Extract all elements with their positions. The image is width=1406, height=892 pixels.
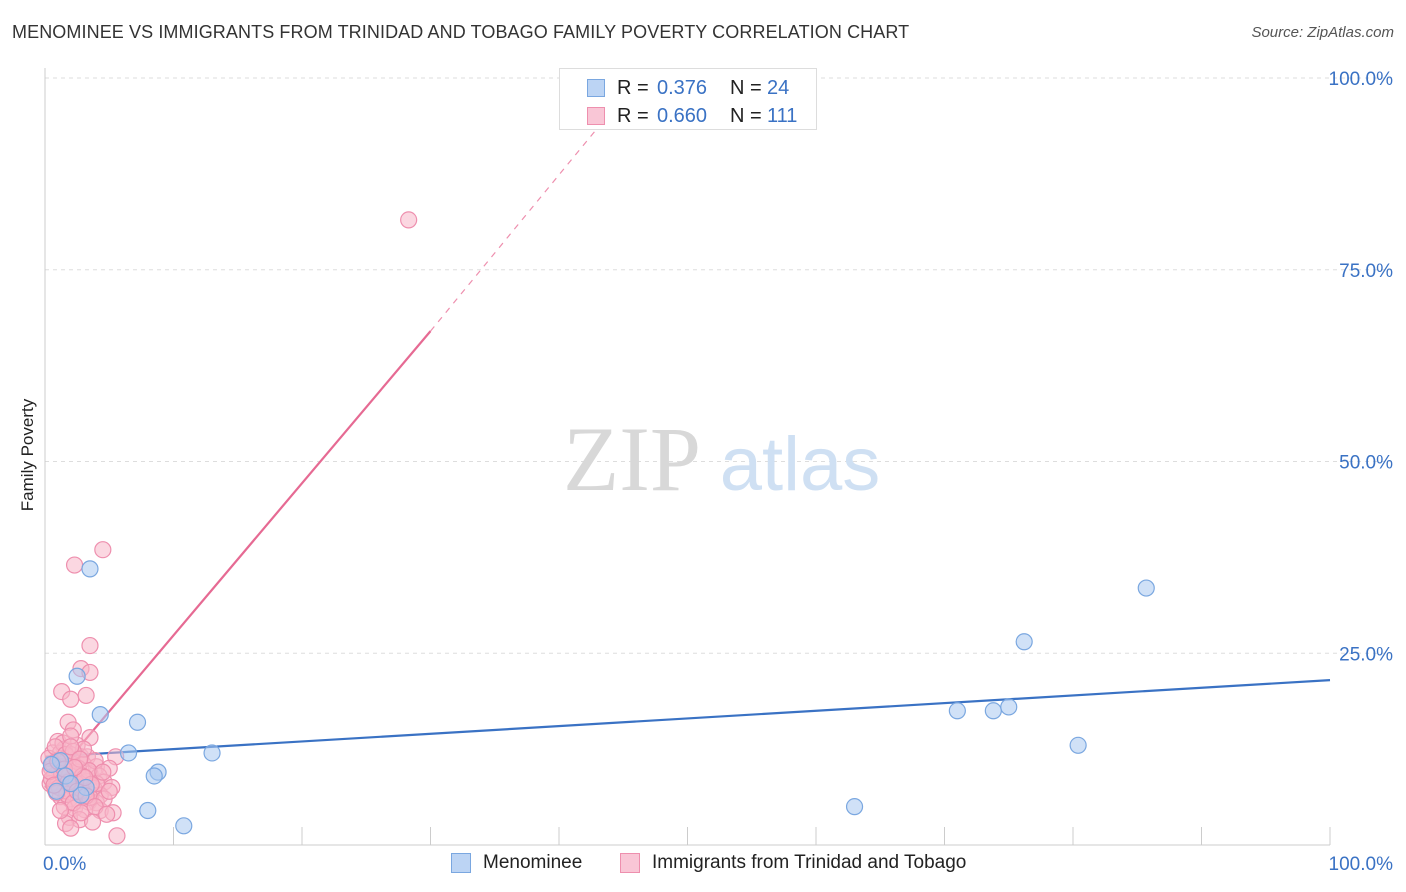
points-layer — [40, 211, 1155, 845]
menominee-point — [42, 755, 61, 774]
trinidad-trend-line — [44, 330, 432, 789]
menominee-point — [1137, 579, 1155, 597]
grid-layer — [45, 77, 1392, 654]
menominee-point — [139, 801, 157, 820]
bottom-legend-swatch-pink — [620, 853, 640, 873]
watermark-atlas: atlas — [720, 422, 881, 507]
menominee-point — [81, 560, 99, 578]
bottom-legend-label: Immigrants from Trinidad and Tobago — [652, 852, 967, 873]
menominee-point — [47, 782, 66, 800]
y-tick-label: 50.0% — [1339, 453, 1393, 474]
source-credit: Source: ZipAtlas.com — [1251, 24, 1394, 41]
trinidad-point — [62, 819, 80, 837]
menominee-point — [62, 775, 80, 793]
trinidad-point — [81, 636, 99, 655]
legend-swatch-pink — [587, 107, 605, 125]
stats-legend: R = 0.376 N = 24 R = 0.660 N = 111 — [559, 68, 817, 130]
menominee-point — [145, 767, 163, 785]
trinidad-point — [108, 827, 126, 845]
trinidad-point — [100, 782, 118, 800]
trinidad-trend-extension — [430, 119, 605, 332]
menominee-point — [203, 744, 221, 762]
menominee-point — [948, 702, 966, 720]
trend-layer — [44, 119, 1331, 789]
bottom-legend-label: Menominee — [483, 852, 583, 873]
legend-n-value: 24 — [767, 77, 790, 99]
legend-n-label: N = — [730, 105, 762, 127]
menominee-trend-line — [44, 678, 1331, 758]
menominee-point — [1000, 698, 1018, 716]
y-axis-label: Family Poverty — [18, 398, 37, 512]
y-tick-label: 25.0% — [1339, 644, 1393, 665]
menominee-point — [984, 702, 1002, 720]
legend-r-value: 0.376 — [657, 77, 708, 99]
legend-n-label: N = — [730, 77, 762, 99]
menominee-point — [1015, 633, 1033, 651]
trinidad-point — [98, 805, 116, 823]
bottom-legend-swatch-blue — [451, 853, 471, 873]
trinidad-point — [51, 801, 70, 820]
axis-layer — [44, 68, 1331, 846]
trinidad-point — [62, 690, 80, 708]
trinidad-point — [77, 686, 95, 705]
menominee-point — [1069, 736, 1087, 754]
trinidad-point — [94, 763, 112, 781]
menominee-point — [91, 706, 109, 724]
y-tick-label: 100.0% — [1329, 69, 1394, 90]
legend-r-label: R = — [617, 77, 649, 99]
trinidad-point — [65, 556, 84, 574]
tick-labels: 25.0% 50.0% 75.0% 100.0% 0.0% 100.0% — [43, 69, 1393, 875]
menominee-point — [68, 667, 86, 685]
watermark-zip: ZIP — [563, 408, 701, 510]
watermark: ZIP atlas — [563, 408, 880, 510]
y-tick-label: 75.0% — [1339, 261, 1393, 282]
trinidad-point — [94, 541, 112, 559]
menominee-point — [72, 786, 90, 804]
trinidad-point — [62, 738, 80, 756]
trinidad-point — [400, 211, 418, 229]
legend-n-value: 111 — [767, 105, 798, 127]
legend-r-label: R = — [617, 105, 649, 127]
menominee-point — [175, 817, 193, 835]
legend-r-value: 0.660 — [657, 105, 708, 127]
x-tick-label: 0.0% — [43, 854, 86, 875]
menominee-point — [845, 798, 864, 816]
chart-title: MENOMINEE VS IMMIGRANTS FROM TRINIDAD AN… — [12, 22, 910, 42]
trinidad-point — [72, 804, 90, 822]
menominee-point — [119, 744, 138, 762]
x-tick-label: 100.0% — [1329, 854, 1394, 875]
menominee-point — [128, 713, 147, 731]
legend-swatch-blue — [587, 79, 605, 97]
